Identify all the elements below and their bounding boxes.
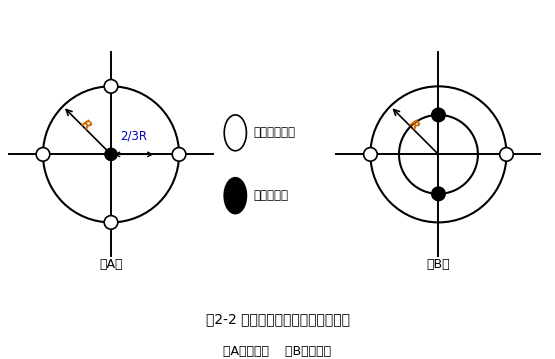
Text: （A）: （A） bbox=[99, 258, 123, 271]
Circle shape bbox=[36, 148, 50, 161]
Circle shape bbox=[500, 148, 513, 161]
Circle shape bbox=[432, 187, 445, 201]
Circle shape bbox=[105, 148, 117, 160]
Text: 图2-2 传感器安装点、锤击点布置图: 图2-2 传感器安装点、锤击点布置图 bbox=[205, 312, 350, 326]
Text: 激振锤击点: 激振锤击点 bbox=[253, 189, 288, 202]
Text: 传感器安装点: 传感器安装点 bbox=[253, 126, 295, 139]
Circle shape bbox=[104, 216, 118, 229]
Text: （B）: （B） bbox=[427, 258, 450, 271]
Text: （A）实心桩    （B）空心桩: （A）实心桩 （B）空心桩 bbox=[224, 345, 331, 358]
Circle shape bbox=[104, 80, 118, 93]
Circle shape bbox=[432, 108, 445, 122]
Text: 2/3R: 2/3R bbox=[120, 129, 147, 142]
Text: R: R bbox=[78, 117, 94, 132]
Circle shape bbox=[172, 148, 186, 161]
Circle shape bbox=[364, 148, 377, 161]
Circle shape bbox=[224, 115, 246, 151]
Circle shape bbox=[224, 178, 246, 214]
Text: R: R bbox=[406, 117, 421, 132]
